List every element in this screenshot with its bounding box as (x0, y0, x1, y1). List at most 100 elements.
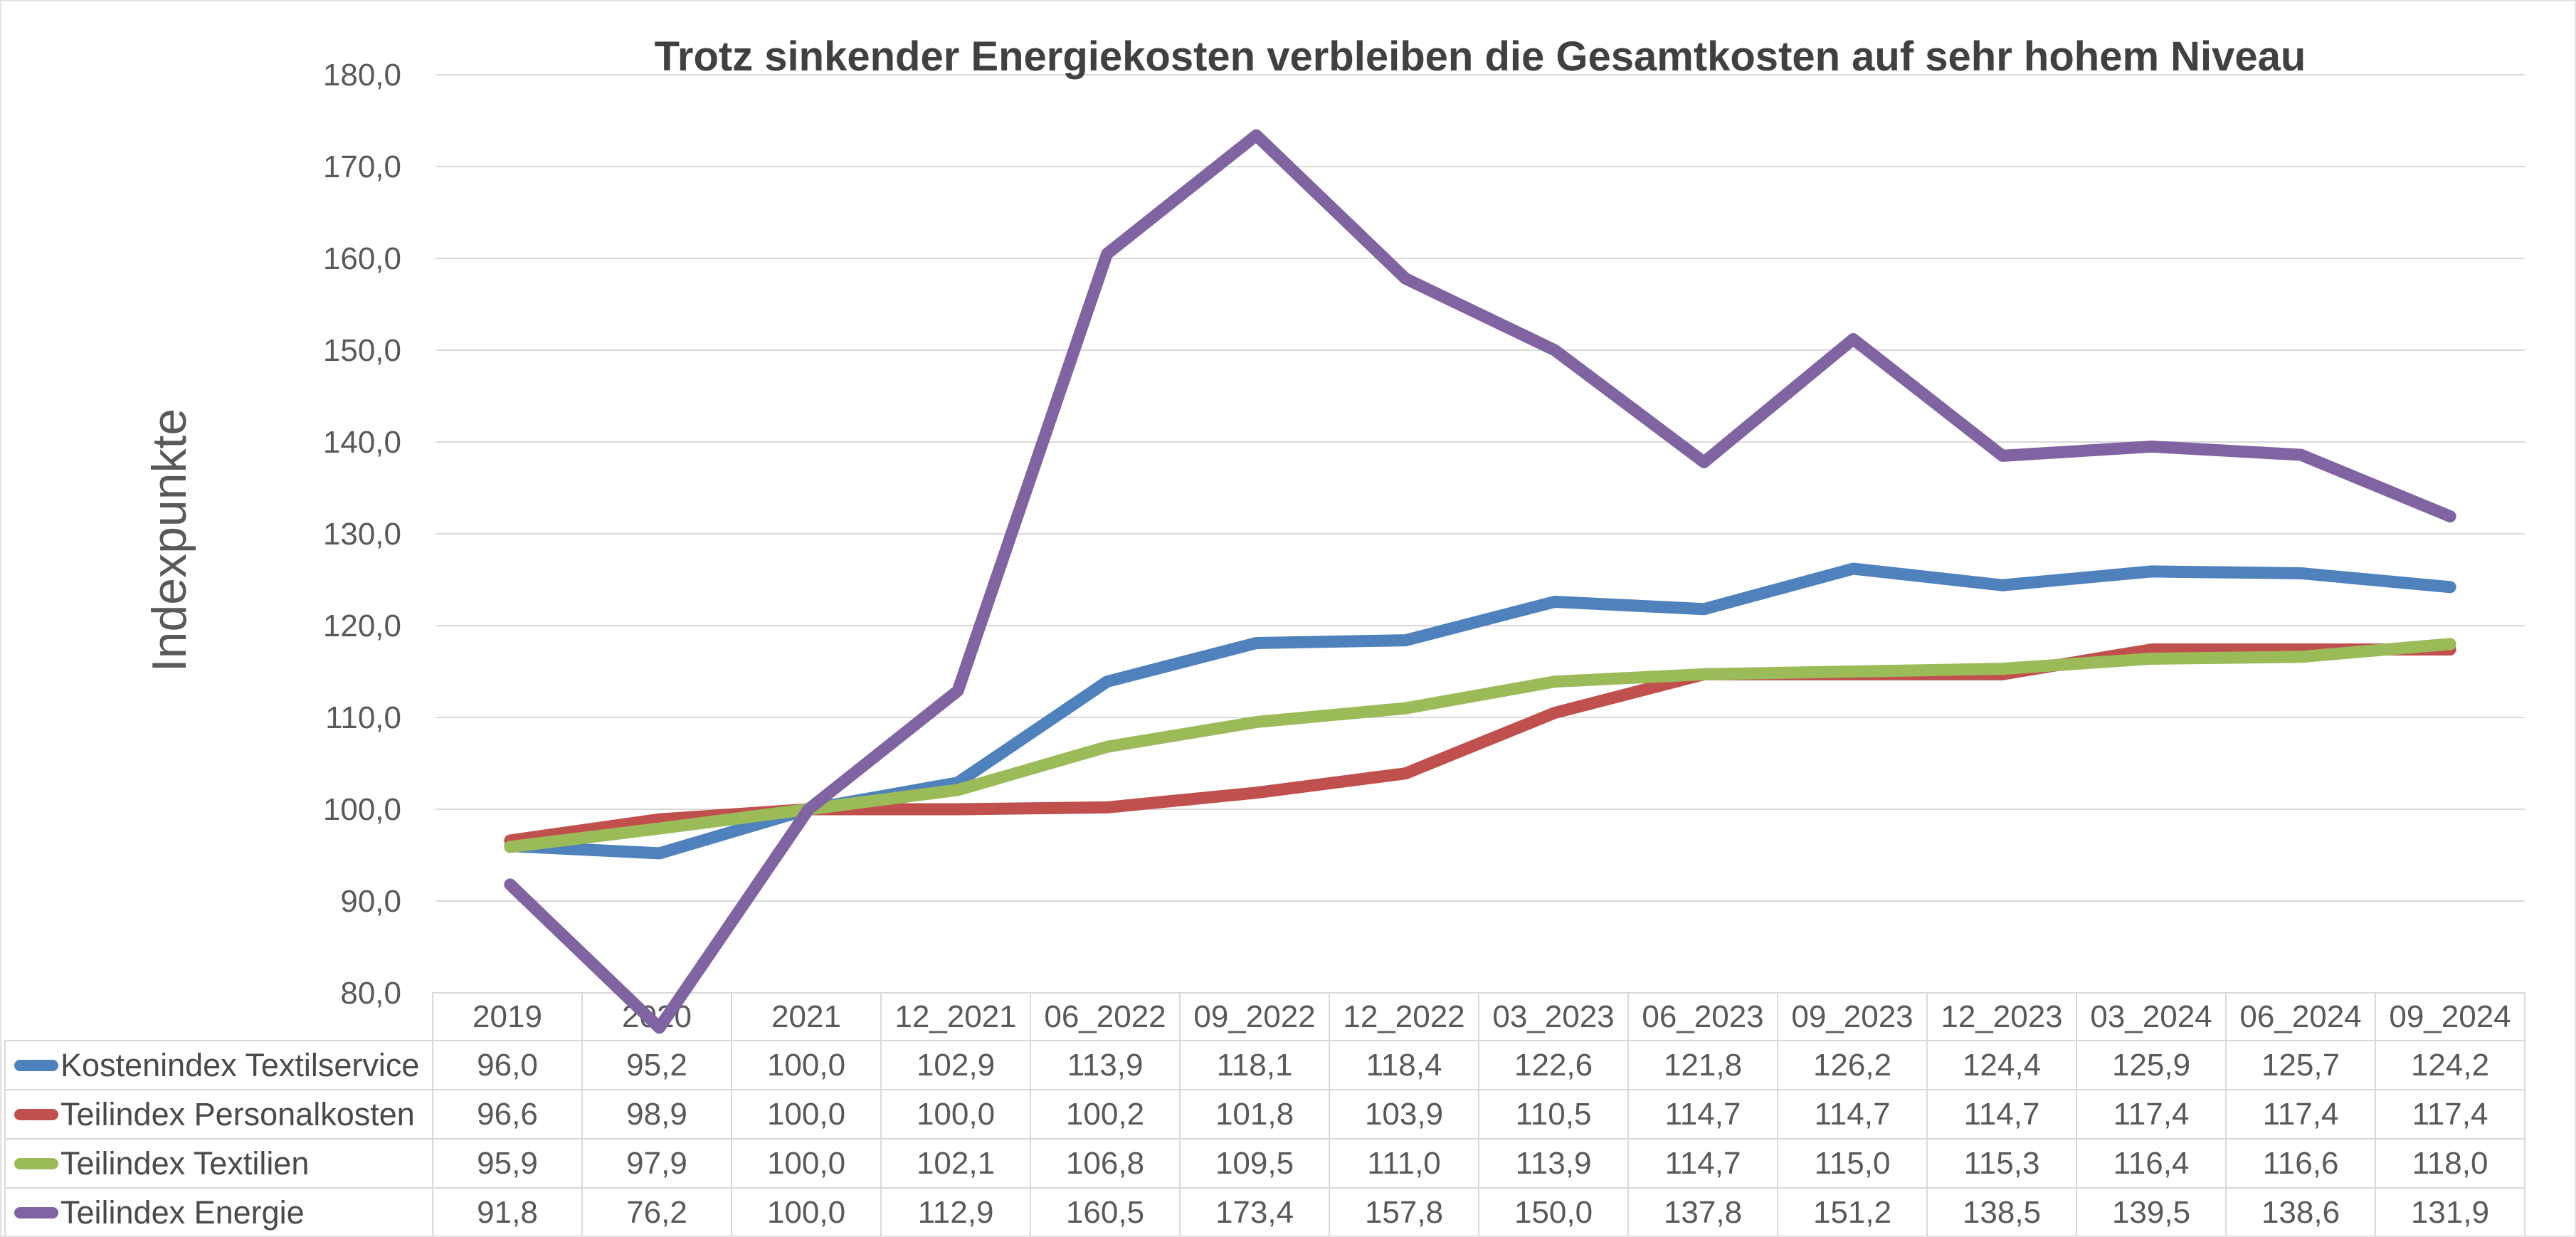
table-value-cell: 106,8 (1031, 1139, 1181, 1189)
series-color-swatch-icon (14, 1108, 58, 1120)
table-value-cell: 121,8 (1629, 1041, 1778, 1090)
x-category-header: 2019 (433, 992, 583, 1041)
table-value-cell: 115,3 (1928, 1139, 2077, 1189)
series-color-swatch-icon (14, 1059, 58, 1071)
x-category-header: 06_2024 (2227, 992, 2376, 1041)
x-category-header: 12_2022 (1330, 992, 1479, 1041)
table-value-cell: 124,2 (2376, 1041, 2525, 1090)
y-axis-title: Indexpunkte (142, 408, 196, 673)
table-value-cell: 111,0 (1330, 1139, 1479, 1189)
table-value-cell: 116,6 (2227, 1139, 2376, 1189)
table-value-cell: 124,4 (1928, 1041, 2077, 1090)
y-tick-label: 110,0 (325, 700, 401, 735)
y-axis-tick-labels: 180,0 170,0 160,0 150,0 140,0 130,0 120,0 110,0… (323, 58, 401, 1011)
table-value-cell: 118,4 (1330, 1041, 1479, 1090)
table-value-cell: 160,5 (1031, 1189, 1181, 1236)
table-value-cell: 113,9 (1031, 1041, 1181, 1090)
table-value-cell: 118,1 (1181, 1041, 1330, 1090)
table-value-cell: 114,7 (1778, 1090, 1928, 1139)
table-value-cell: 109,5 (1181, 1139, 1330, 1189)
y-tick-label: 180,0 (323, 58, 401, 93)
y-tick-label: 150,0 (323, 333, 401, 368)
table-value-cell: 76,2 (583, 1189, 732, 1236)
legend-series-name: Teilindex Energie (4, 1189, 433, 1236)
table-value-cell: 110,5 (1479, 1090, 1629, 1139)
table-value-cell: 100,0 (732, 1189, 882, 1236)
table-value-cell: 96,6 (433, 1090, 583, 1139)
legend-series-name: Kostenindex Textilservice (4, 1041, 433, 1090)
table-value-cell: 115,0 (1778, 1139, 1928, 1189)
series-color-swatch-icon (14, 1157, 58, 1169)
y-tick-label: 140,0 (323, 425, 401, 460)
x-category-header: 12_2023 (1928, 992, 2077, 1041)
series-line-0 (504, 562, 2456, 860)
table-value-cell: 117,4 (2077, 1090, 2227, 1139)
table-value-cell: 122,6 (1479, 1041, 1629, 1090)
series-line-1 (504, 643, 2456, 847)
series-line-3 (504, 129, 2456, 1034)
x-category-header: 09_2024 (2376, 992, 2525, 1041)
x-category-header: 09_2023 (1778, 992, 1928, 1041)
y-tick-label: 130,0 (323, 517, 401, 552)
x-category-header: 2020 (583, 992, 732, 1041)
table-value-cell: 151,2 (1778, 1189, 1928, 1236)
gridlines (436, 74, 2525, 994)
y-tick-label: 100,0 (323, 792, 401, 827)
series-color-swatch-icon (14, 1206, 58, 1218)
table-value-cell: 101,8 (1181, 1090, 1330, 1139)
table-value-cell: 96,0 (433, 1041, 583, 1090)
table-value-cell: 117,4 (2227, 1090, 2376, 1139)
table-value-cell: 157,8 (1330, 1189, 1479, 1236)
data-table: 2019 2020 2021 12_2021 06_2022 09_2022 12_2022… (4, 992, 2525, 1236)
table-value-cell: 103,9 (1330, 1090, 1479, 1139)
table-value-cell: 91,8 (433, 1189, 583, 1236)
table-value-cell: 125,9 (2077, 1041, 2227, 1090)
table-value-cell: 112,9 (882, 1189, 1031, 1236)
x-category-header: 03_2024 (2077, 992, 2227, 1041)
table-value-cell: 98,9 (583, 1090, 732, 1139)
table-value-cell: 173,4 (1181, 1189, 1330, 1236)
chart-title: Trotz sinkender Energiekosten verbleiben… (654, 33, 2306, 80)
table-corner-cell (4, 992, 433, 1041)
series-name-label: Teilindex Textilien (60, 1144, 310, 1181)
table-value-cell: 102,1 (882, 1139, 1031, 1189)
table-value-cell: 138,5 (1928, 1189, 2077, 1236)
series-name-label: Teilindex Personalkosten (60, 1095, 415, 1132)
table-value-cell: 95,2 (583, 1041, 732, 1090)
series-lines (504, 129, 2456, 1034)
table-value-cell: 126,2 (1778, 1041, 1928, 1090)
series-name-label: Kostenindex Textilservice (60, 1046, 420, 1083)
y-tick-label: 120,0 (323, 609, 401, 643)
y-tick-label: 160,0 (323, 241, 401, 276)
x-category-header: 12_2021 (882, 992, 1031, 1041)
x-category-header: 06_2022 (1031, 992, 1181, 1041)
table-value-cell: 139,5 (2077, 1189, 2227, 1236)
table-value-cell: 113,9 (1479, 1139, 1629, 1189)
table-value-cell: 100,0 (732, 1090, 882, 1139)
legend-series-name: Teilindex Personalkosten (4, 1090, 433, 1139)
table-value-cell: 114,7 (1629, 1139, 1778, 1189)
table-value-cell: 117,4 (2376, 1090, 2525, 1139)
table-value-cell: 100,2 (1031, 1090, 1181, 1139)
table-value-cell: 137,8 (1629, 1189, 1778, 1236)
table-value-cell: 125,7 (2227, 1041, 2376, 1090)
y-tick-label: 90,0 (340, 884, 401, 919)
table-value-cell: 150,0 (1479, 1189, 1629, 1236)
table-value-cell: 114,7 (1928, 1090, 2077, 1139)
table-value-cell: 118,0 (2376, 1139, 2525, 1189)
table-value-cell: 116,4 (2077, 1139, 2227, 1189)
table-value-cell: 95,9 (433, 1139, 583, 1189)
table-value-cell: 138,6 (2227, 1189, 2376, 1236)
table-value-cell: 114,7 (1629, 1090, 1778, 1139)
table-value-cell: 100,0 (882, 1090, 1031, 1139)
x-category-header: 06_2023 (1629, 992, 1778, 1041)
x-category-header: 09_2022 (1181, 992, 1330, 1041)
series-name-label: Teilindex Energie (60, 1194, 305, 1231)
series-line-2 (504, 638, 2456, 853)
y-tick-label: 170,0 (323, 149, 401, 184)
table-value-cell: 97,9 (583, 1139, 732, 1189)
table-value-cell: 100,0 (732, 1139, 882, 1189)
x-category-header: 03_2023 (1479, 992, 1629, 1041)
table-value-cell: 131,9 (2376, 1189, 2525, 1236)
